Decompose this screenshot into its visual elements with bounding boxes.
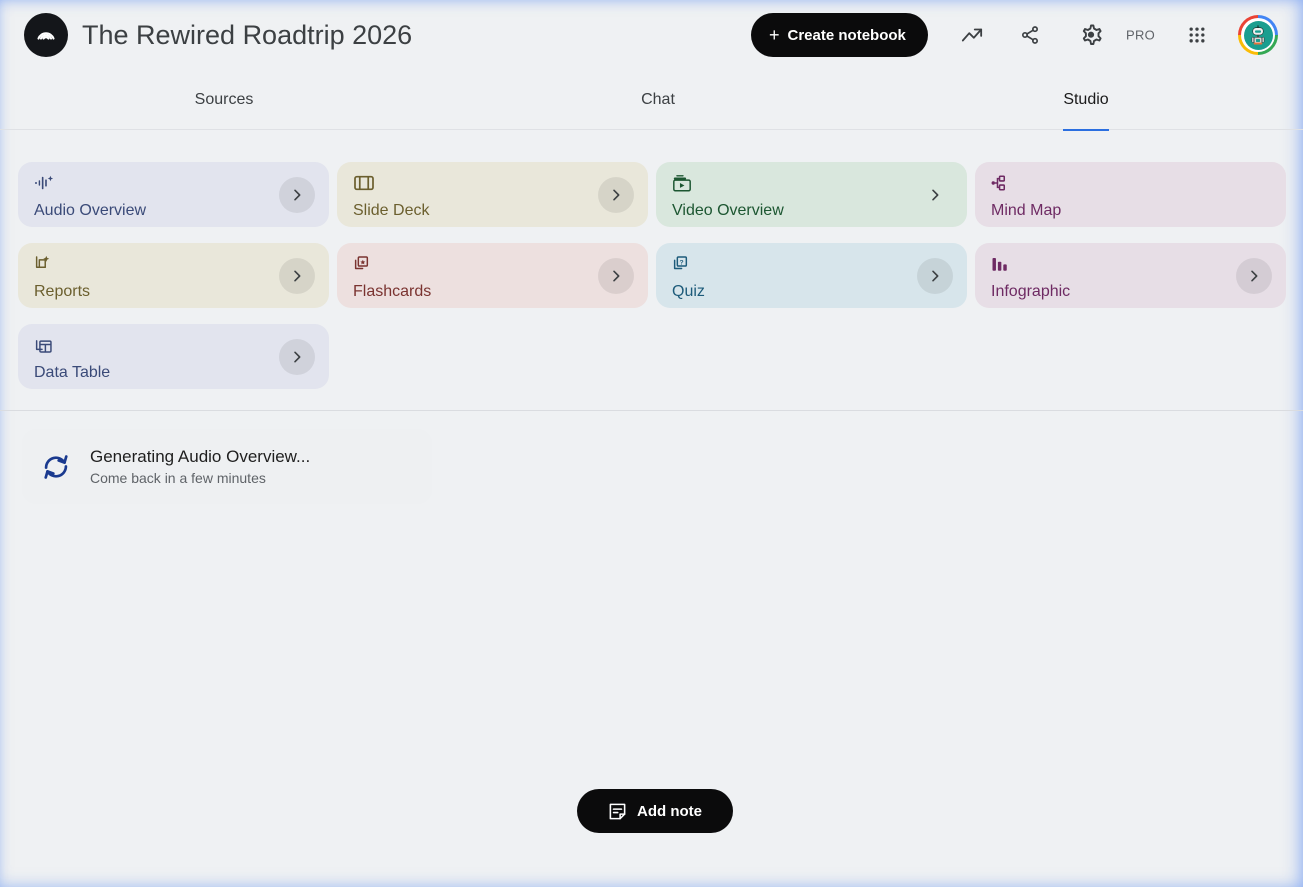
- svg-text:?: ?: [679, 260, 683, 267]
